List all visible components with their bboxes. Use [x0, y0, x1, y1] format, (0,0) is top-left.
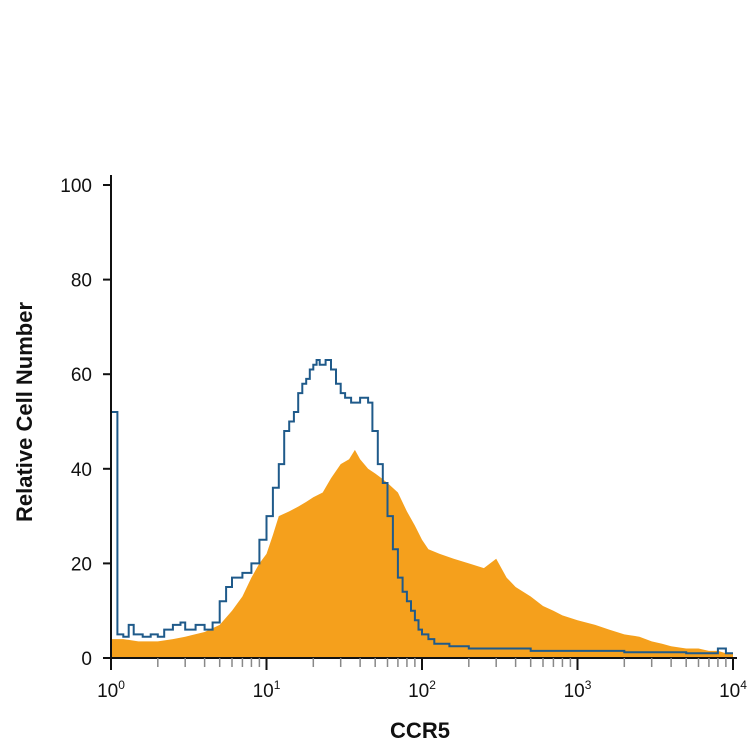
x-tick-label: 101 — [253, 678, 281, 702]
y-tick-label: 40 — [71, 460, 92, 481]
axes-layer — [110, 175, 737, 659]
y-tick-label: 60 — [71, 365, 92, 386]
y-tick-label: 20 — [71, 554, 92, 575]
x-tick-label: 100 — [97, 678, 125, 702]
series-0-filled-area — [111, 449, 733, 658]
y-tick-label: 80 — [71, 271, 92, 292]
y-axis-title: Relative Cell Number — [12, 302, 37, 523]
y-tick-label: 0 — [81, 649, 92, 670]
series-layer — [110, 359, 733, 658]
y-tick-label: 100 — [60, 176, 92, 197]
x-tick-label: 103 — [564, 678, 592, 702]
series-1-outline — [110, 359, 733, 658]
y-ticks: 0 20 40 60 80 100 — [60, 176, 111, 670]
x-axis-title: CCR5 — [390, 718, 450, 743]
x-tick-label: 102 — [408, 678, 436, 702]
x-tick-label: 104 — [719, 678, 747, 702]
x-ticks: 100 101 102 103 104 — [97, 658, 747, 702]
